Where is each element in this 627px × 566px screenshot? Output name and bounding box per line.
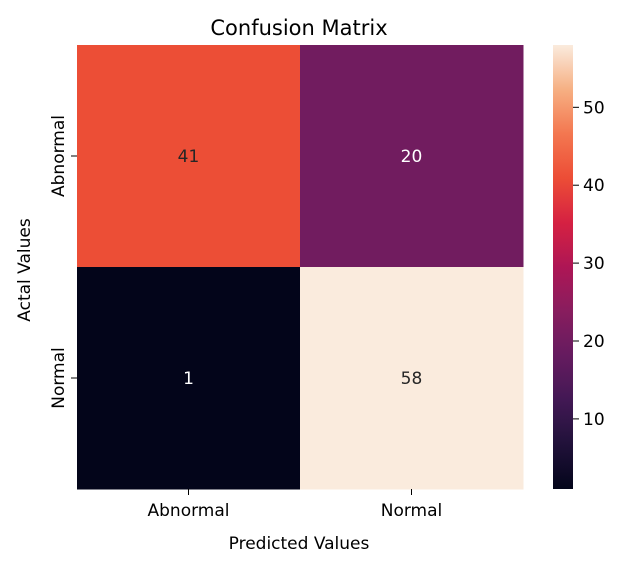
x-tick-label: Normal	[381, 501, 443, 521]
heatmap-cells	[77, 45, 524, 490]
heatmap-cell	[300, 267, 524, 490]
y-tick-label: Abnormal	[49, 115, 69, 197]
colorbar-tick-label: 50	[583, 98, 605, 118]
heatmap-cell	[300, 45, 524, 268]
colorbar-tick-label: 40	[583, 176, 605, 196]
colorbar-ticks: 10 20 30 40 50	[573, 98, 605, 430]
cell-value-label: 1	[183, 369, 194, 389]
y-tick-label: Normal	[49, 347, 69, 409]
heatmap-cell	[77, 45, 301, 268]
colorbar-tick-label: 20	[583, 332, 605, 352]
colorbar-tick-label: 30	[583, 254, 605, 274]
y-axis-ticks: Abnormal Normal	[49, 115, 77, 409]
colorbar-tick-label: 10	[583, 410, 605, 430]
chart-title: Confusion Matrix	[210, 16, 387, 40]
heatmap-cell	[77, 267, 301, 490]
cell-value-label: 41	[178, 147, 200, 167]
y-axis-label: Actal Values	[15, 218, 35, 322]
cell-value-label: 58	[401, 369, 423, 389]
x-tick-label: Abnormal	[148, 501, 230, 521]
x-axis-ticks: Abnormal Normal	[148, 489, 443, 521]
heatmap-cell-labels: 41 20 1 58	[178, 147, 423, 389]
x-axis-label: Predicted Values	[229, 534, 370, 554]
colorbar	[553, 45, 573, 489]
cell-value-label: 20	[401, 147, 423, 167]
